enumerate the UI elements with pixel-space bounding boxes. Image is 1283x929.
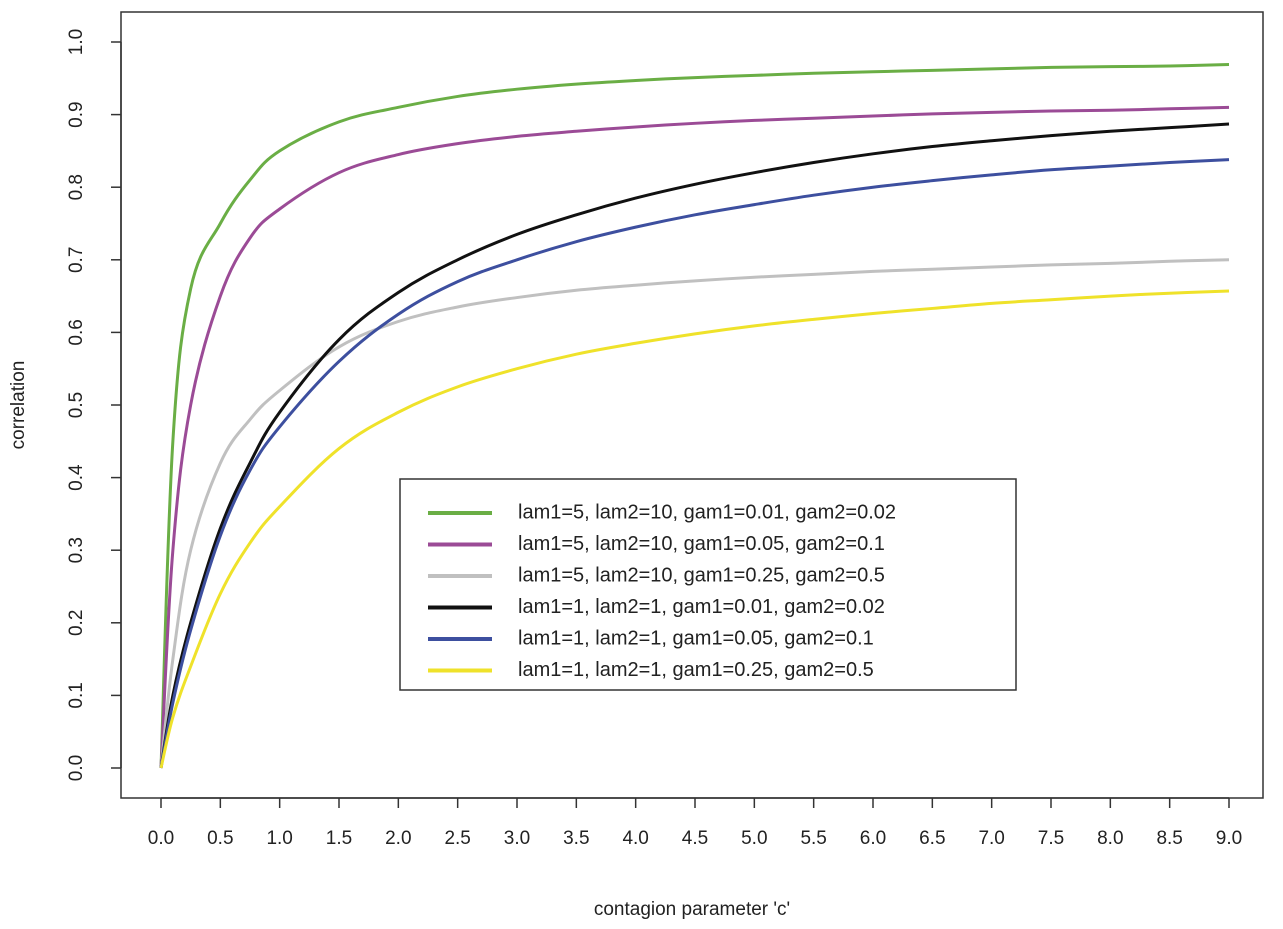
x-tick-label: 5.5 (800, 828, 826, 849)
y-tick-label: 0.3 (66, 537, 87, 563)
legend-entries: lam1=5, lam2=10, gam1=0.01, gam2=0.02 lam… (428, 501, 896, 681)
y-tick-label: 0.0 (66, 755, 87, 781)
legend-label-6: lam1=1, lam2=1, gam1=0.25, gam2=0.5 (518, 659, 874, 681)
x-tick-label: 1.5 (326, 828, 352, 849)
x-tick-label: 4.0 (622, 828, 648, 849)
x-tick-label: 2.5 (444, 828, 470, 849)
y-axis-title: correlation (8, 361, 29, 450)
x-tick-label: 1.0 (266, 828, 292, 849)
y-tick-label: 0.6 (66, 319, 87, 345)
x-tick-label: 5.0 (741, 828, 767, 849)
x-tick-label: 6.5 (919, 828, 945, 849)
legend-label-5: lam1=1, lam2=1, gam1=0.05, gam2=0.1 (518, 627, 874, 649)
legend-label-3: lam1=5, lam2=10, gam1=0.25, gam2=0.5 (518, 564, 885, 586)
x-tick-label: 3.0 (504, 828, 530, 849)
x-tick-label: 7.0 (978, 828, 1004, 849)
x-tick-label: 8.5 (1156, 828, 1182, 849)
series-line-1 (159, 63, 1230, 769)
legend: lam1=5, lam2=10, gam1=0.01, gam2=0.02 lam… (399, 478, 1017, 691)
x-tick-label: 6.0 (860, 828, 886, 849)
x-axis-title: contagion parameter 'c' (594, 899, 790, 920)
series-line-4 (159, 122, 1230, 769)
x-tick-label: 9.0 (1216, 828, 1242, 849)
y-tick-label: 0.5 (66, 392, 87, 418)
x-tick-label: 0.5 (207, 828, 233, 849)
series-line-3 (159, 258, 1230, 769)
series-line-6 (159, 289, 1230, 769)
y-tick-label: 0.1 (66, 682, 87, 708)
series-line-5 (159, 158, 1230, 769)
x-tick-label: 0.0 (148, 828, 174, 849)
y-tick-label: 0.2 (66, 610, 87, 636)
x-axis: 0.0 0.5 1.0 1.5 2.0 2.5 3.0 3.5 4.0 4.5 5.0 5.5 6.0 6… (148, 797, 1242, 849)
legend-label-4: lam1=1, lam2=1, gam1=0.01, gam2=0.02 (518, 596, 885, 618)
y-tick-label: 0.7 (66, 247, 87, 273)
y-axis: 0.0 0.1 0.2 0.3 0.4 0.5 0.6 0.7 0.8 0.9 1.0 (66, 29, 122, 781)
series-lines (159, 63, 1230, 769)
x-tick-label: 3.5 (563, 828, 589, 849)
y-tick-label: 0.9 (66, 101, 87, 127)
y-tick-label: 1.0 (66, 29, 87, 55)
series-line-2 (159, 105, 1230, 769)
legend-box (399, 478, 1017, 691)
legend-label-1: lam1=5, lam2=10, gam1=0.01, gam2=0.02 (518, 501, 896, 523)
y-tick-label: 0.8 (66, 174, 87, 200)
x-tick-label: 2.0 (385, 828, 411, 849)
legend-label-2: lam1=5, lam2=10, gam1=0.05, gam2=0.1 (518, 533, 885, 555)
x-tick-label: 4.5 (682, 828, 708, 849)
y-tick-label: 0.4 (66, 464, 87, 491)
x-tick-label: 8.0 (1097, 828, 1123, 849)
x-tick-label: 7.5 (1038, 828, 1064, 849)
